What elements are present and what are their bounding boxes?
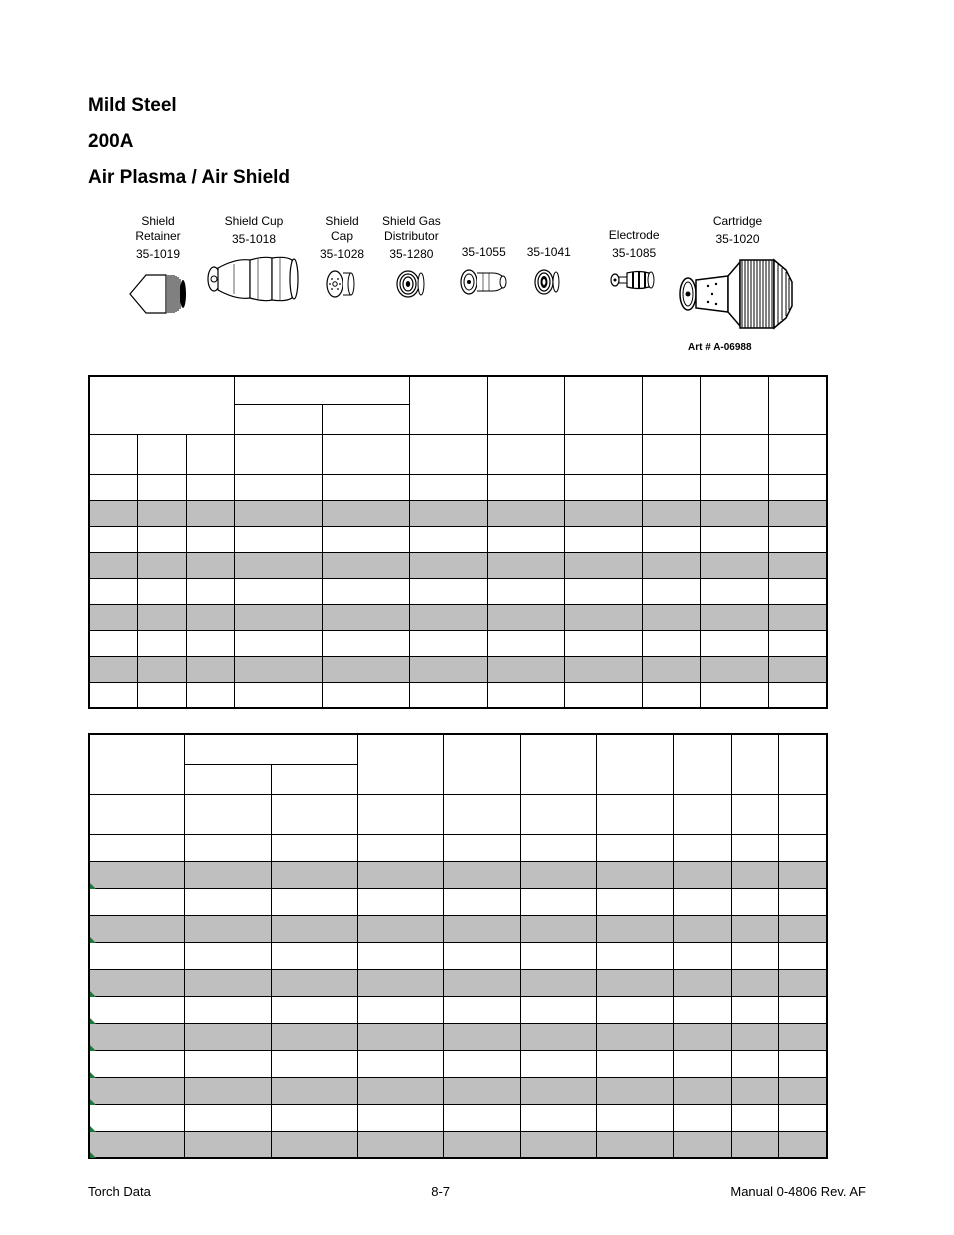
part-label: Shield GasDistributor bbox=[382, 214, 441, 244]
part-number: 35-1280 bbox=[389, 246, 433, 263]
data-table-2 bbox=[88, 733, 828, 1159]
electrode-icon bbox=[609, 268, 659, 292]
part-shield-cup: Shield Cup 35-1018 bbox=[206, 214, 302, 304]
part-label: Shield Cup bbox=[225, 214, 284, 229]
shield-gas-distributor-icon bbox=[394, 269, 428, 299]
heading-line-1: Mild Steel bbox=[88, 88, 866, 124]
part-number: 35-1085 bbox=[612, 245, 656, 262]
heading-line-3: Air Plasma / Air Shield bbox=[88, 160, 866, 196]
footer-right: Manual 0-4806 Rev. AF bbox=[730, 1184, 866, 1199]
part-shield-gas-distributor: Shield GasDistributor 35-1280 bbox=[382, 214, 441, 299]
part-label: Cartridge bbox=[713, 214, 762, 229]
part-cartridge: Cartridge 35-1020 bbox=[678, 214, 798, 334]
part-number: 35-1055 bbox=[462, 244, 506, 261]
heading-line-2: 200A bbox=[88, 124, 866, 160]
part-number: 35-1018 bbox=[232, 231, 276, 248]
shield-cup-icon bbox=[206, 254, 302, 304]
page-footer: Torch Data 8-7 Manual 0-4806 Rev. AF bbox=[88, 1184, 866, 1199]
part-electrode: Electrode 35-1085 bbox=[609, 228, 660, 292]
part-number: 35-1020 bbox=[715, 231, 759, 248]
part-number: 35-1019 bbox=[136, 246, 180, 263]
part-label: ShieldRetainer bbox=[135, 214, 180, 244]
footer-center: 8-7 bbox=[431, 1184, 450, 1199]
tip-a-icon bbox=[459, 267, 509, 297]
part-tip-a: 35-1055 bbox=[459, 242, 509, 297]
part-label: Electrode bbox=[609, 228, 660, 243]
part-shield-retainer: ShieldRetainer 35-1019 bbox=[128, 214, 188, 319]
art-number: Art # A-06988 bbox=[688, 342, 866, 353]
cartridge-icon bbox=[678, 254, 798, 334]
part-tip-b: 35-1041 bbox=[527, 242, 571, 297]
tip-b-icon bbox=[532, 267, 566, 297]
part-number: 35-1028 bbox=[320, 246, 364, 263]
shield-cap-icon bbox=[325, 269, 359, 299]
shield-retainer-icon bbox=[128, 269, 188, 319]
part-number: 35-1041 bbox=[527, 244, 571, 261]
parts-diagram: ShieldRetainer 35-1019 Shield Cup 35-10 bbox=[128, 214, 866, 334]
footer-left: Torch Data bbox=[88, 1184, 151, 1199]
data-table-1 bbox=[88, 375, 828, 709]
part-label: ShieldCap bbox=[325, 214, 358, 244]
part-shield-cap: ShieldCap 35-1028 bbox=[320, 214, 364, 299]
